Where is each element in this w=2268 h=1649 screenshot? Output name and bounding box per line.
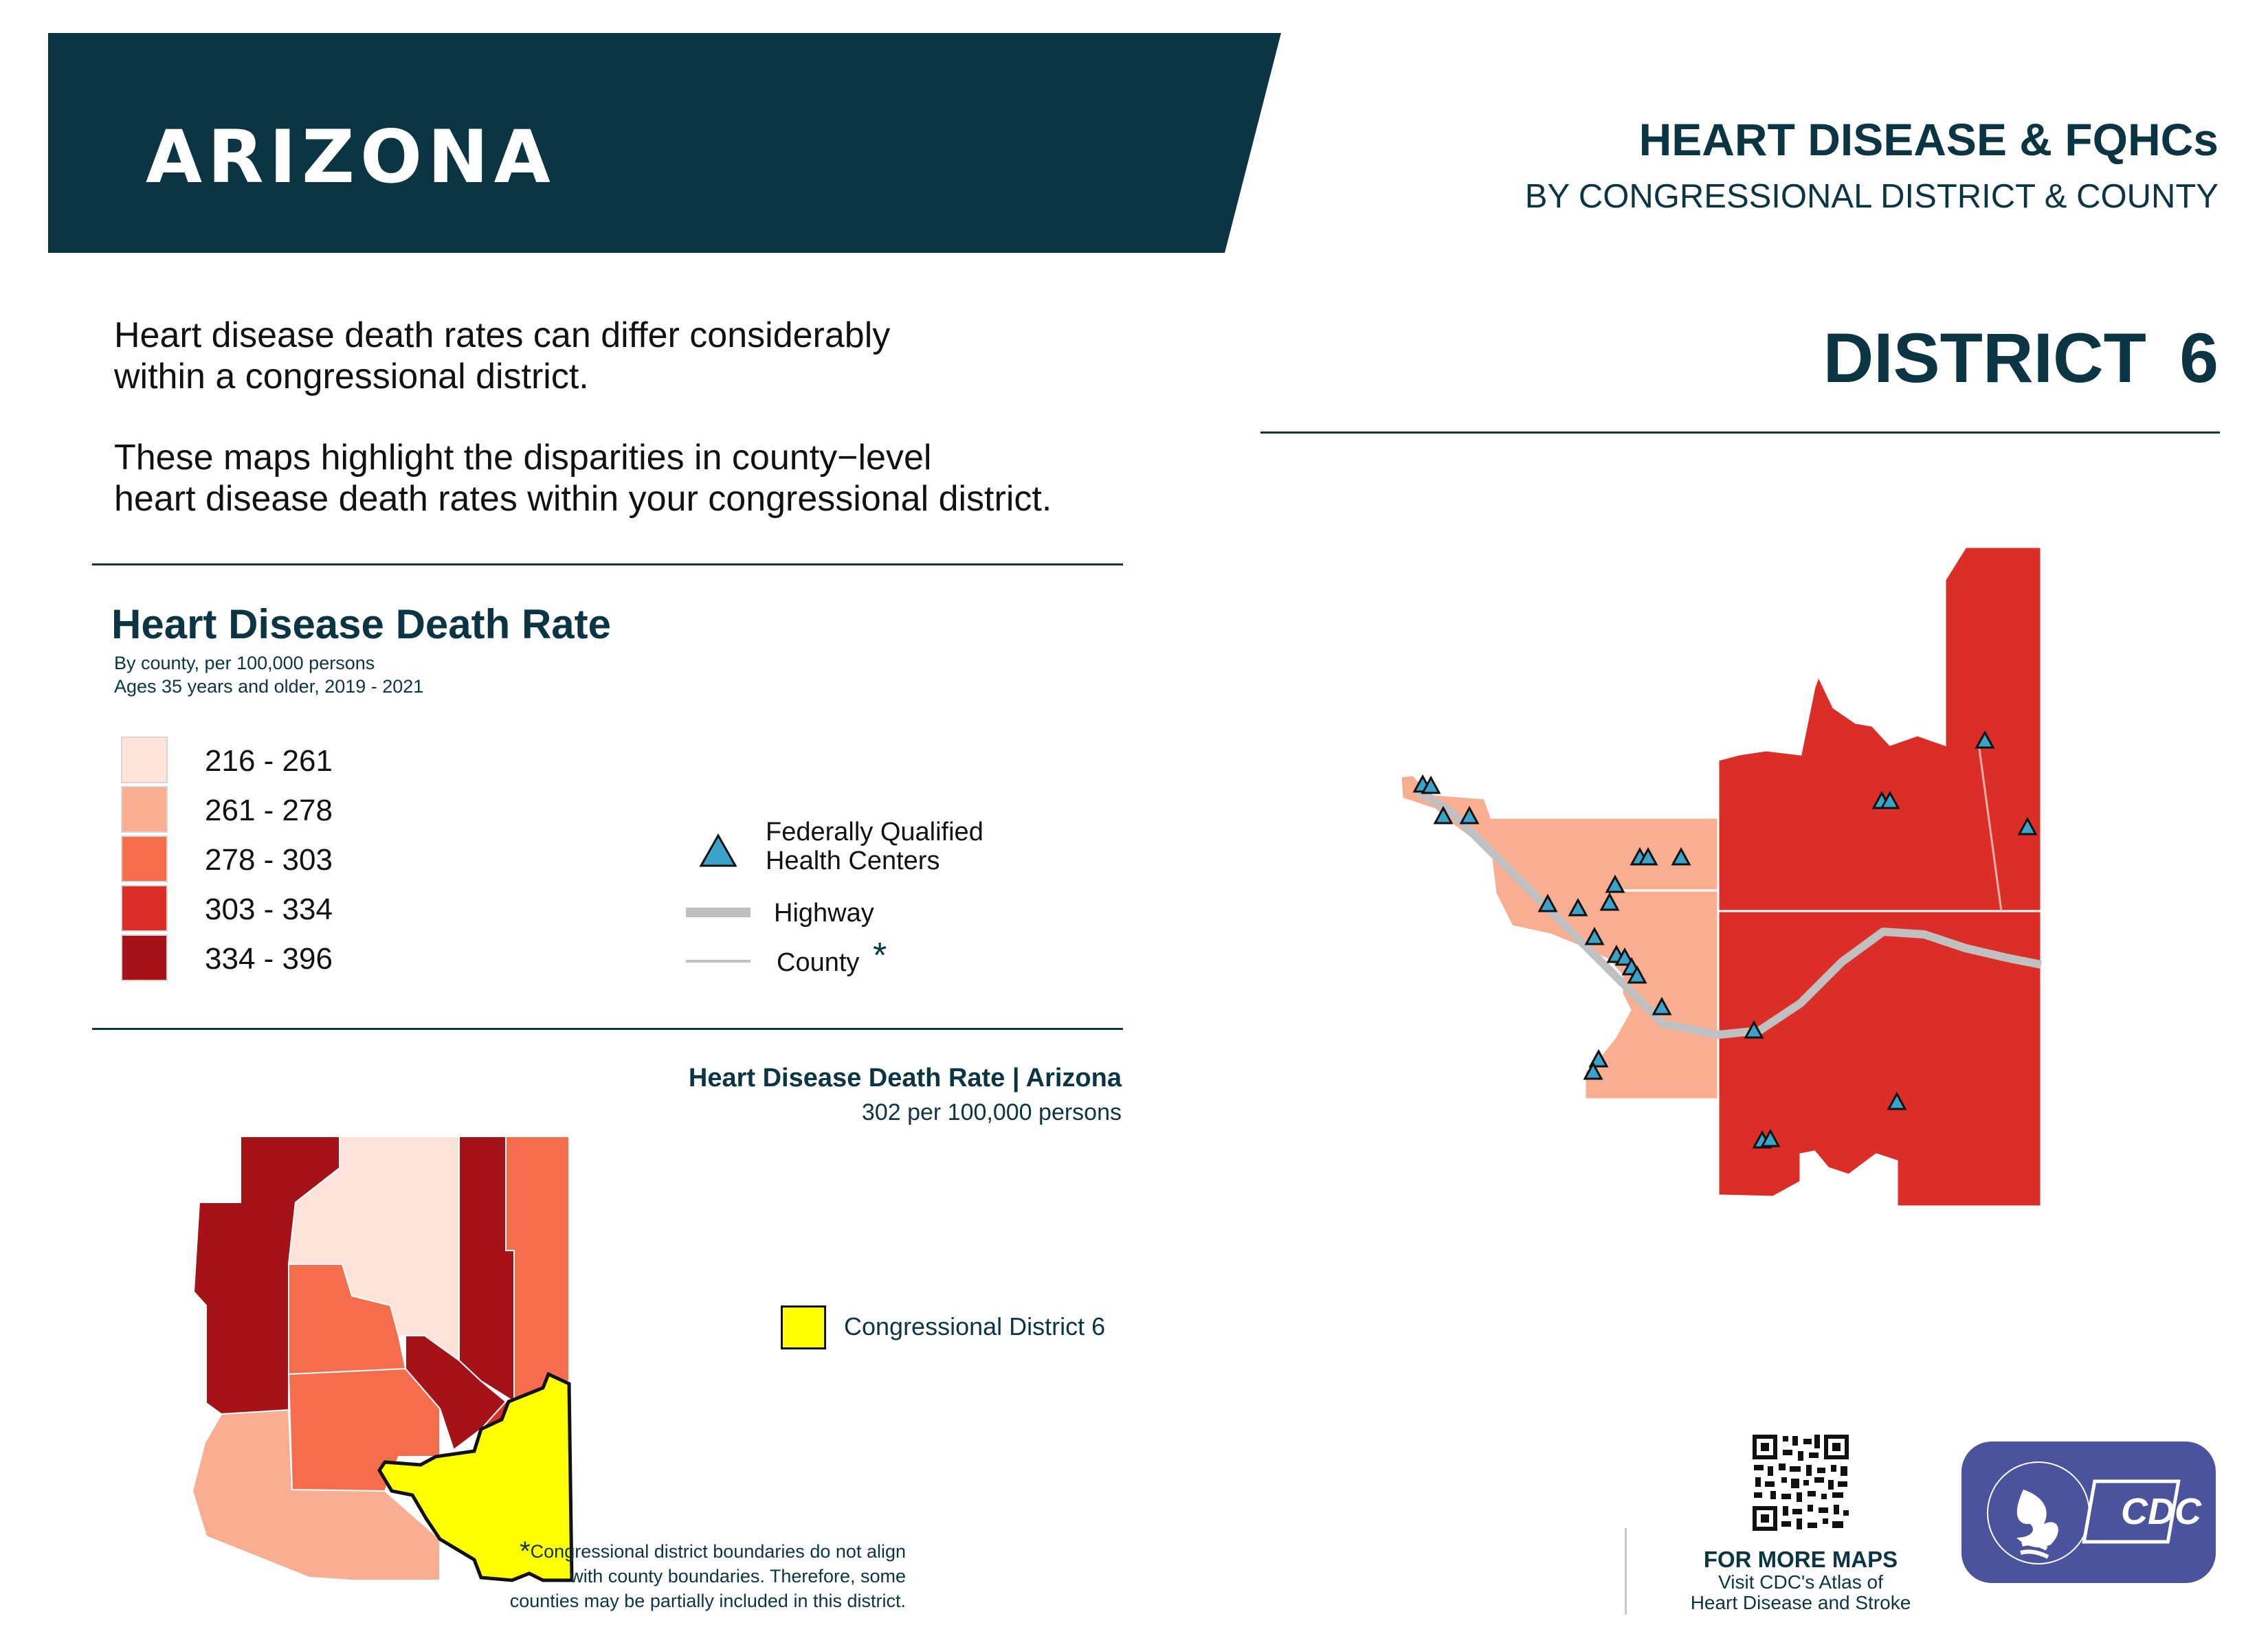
legend-swatch-3 — [121, 835, 168, 882]
fqhc-marker — [1880, 790, 1900, 809]
fqhc-markers — [1412, 730, 2038, 1149]
footnote-text-1: Congressional district boundaries do not… — [530, 1541, 906, 1562]
footnote-line-1: *Congressional district boundaries do no… — [425, 1536, 906, 1567]
footnote-mark: * — [520, 1536, 531, 1567]
more-maps-line-2: Heart Disease and Stroke — [1690, 1592, 1911, 1613]
more-maps-line-1: Visit CDC's Atlas of — [1718, 1571, 1883, 1593]
legend-subtitle-1: By county, per 100,000 persons — [114, 653, 375, 673]
arizona-inset-map — [191, 1136, 574, 1582]
intro-line-1: Heart disease death rates can differ con… — [114, 315, 891, 355]
fqhc-marker — [1652, 996, 1672, 1016]
legend-label-3: 278 - 303 — [205, 843, 333, 877]
fqhc-marker — [1537, 893, 1558, 912]
fqhc-marker — [1760, 1128, 1781, 1147]
district-6-outline — [377, 1371, 574, 1582]
intro-line-4: heart disease death rates within your co… — [114, 479, 1052, 519]
legend-subtitle-2: Ages 35 years and older, 2019 - 2021 — [114, 676, 424, 697]
fqhc-marker — [1605, 874, 1625, 893]
highway-legend-line — [686, 908, 751, 917]
legend-swatch-4 — [121, 885, 168, 932]
cdc-logo-text: CDC — [2121, 1491, 2202, 1532]
legend-divider — [92, 1028, 1123, 1030]
footnote-line-2: with county boundaries. Therefore, some — [570, 1566, 906, 1586]
legend-label-4: 303 - 334 — [205, 893, 333, 926]
fqhc-marker — [1671, 846, 1691, 866]
intro-line-3: These maps highlight the disparities in … — [114, 438, 932, 478]
fqhc-marker — [1744, 1020, 1764, 1039]
legend-swatch-5 — [121, 934, 168, 981]
intro-divider — [92, 563, 1123, 565]
district-legend-swatch — [781, 1305, 826, 1349]
district-divider — [1260, 431, 2220, 434]
cdc-hhs-logo[interactable]: CDC — [1961, 1442, 2216, 1583]
fqhc-legend-label-1: Federally Qualified — [766, 818, 983, 846]
county-footnote-mark: * — [873, 936, 887, 976]
legend-title: Heart Disease Death Rate — [111, 601, 612, 647]
fqhc-legend-label-2: Health Centers — [766, 846, 940, 875]
county-apache — [505, 1136, 570, 1403]
district-footnote: *Congressional district boundaries do no… — [425, 1536, 906, 1613]
state-name: ARIZONA — [146, 115, 556, 199]
legend-label-1: 216 - 261 — [205, 744, 333, 778]
fqhc-marker — [1975, 730, 1995, 749]
more-maps-title: FOR MORE MAPS — [1703, 1547, 1898, 1572]
fqhc-marker — [1588, 1048, 1609, 1068]
legend-label-2: 261 - 278 — [205, 794, 333, 827]
fqhc-marker — [1599, 892, 1620, 911]
intro-line-2: within a congressional district. — [114, 357, 589, 396]
state-rate-value: 302 per 100,000 persons — [861, 1099, 1122, 1125]
district-county-cochise — [1717, 910, 2043, 1208]
legend-swatch-1 — [121, 737, 168, 783]
state-banner — [48, 33, 1281, 253]
fqhc-marker — [1421, 775, 1441, 794]
highway-legend-label: Highway — [774, 899, 874, 928]
district-county-graham — [1717, 546, 2043, 912]
fqhc-marker — [1638, 846, 1658, 866]
fqhc-marker — [1614, 947, 1635, 966]
hhs-eagle-icon: CDC — [1987, 1461, 2202, 1564]
state-rate-title: Heart Disease Death Rate | Arizona — [688, 1064, 1122, 1092]
fqhc-marker — [1583, 1061, 1603, 1080]
county-legend-label: County — [777, 948, 860, 977]
legend-swatch-2 — [121, 786, 168, 833]
more-maps-block[interactable]: FOR MORE MAPS Visit CDC's Atlas of Heart… — [1629, 1547, 1972, 1613]
footer-divider — [1625, 1528, 1627, 1615]
county-boundary-east — [1978, 748, 2003, 912]
legend-label-5: 334 - 396 — [205, 942, 333, 976]
district-title: DISTRICT 6 — [1823, 319, 2219, 397]
report-title: HEART DISEASE & FQHCs — [1638, 114, 2219, 165]
fqhc-legend-icon — [699, 833, 737, 867]
county-legend-line — [686, 960, 751, 963]
fqhc-marker — [1459, 805, 1480, 824]
report-subtitle: BY CONGRESSIONAL DISTRICT & COUNTY — [1524, 178, 2219, 215]
fqhc-marker — [1584, 926, 1605, 945]
footnote-line-3: counties may be partially included in th… — [509, 1591, 906, 1611]
fqhc-marker — [1568, 897, 1588, 917]
district-6-map — [1399, 546, 2043, 1208]
fqhc-marker — [1433, 805, 1454, 824]
fqhc-marker — [1627, 965, 1647, 984]
qr-code-icon[interactable] — [1750, 1432, 1852, 1534]
fqhc-marker — [2017, 816, 2038, 835]
district-legend-label: Congressional District 6 — [844, 1312, 1106, 1340]
fqhc-marker — [1887, 1091, 1907, 1110]
